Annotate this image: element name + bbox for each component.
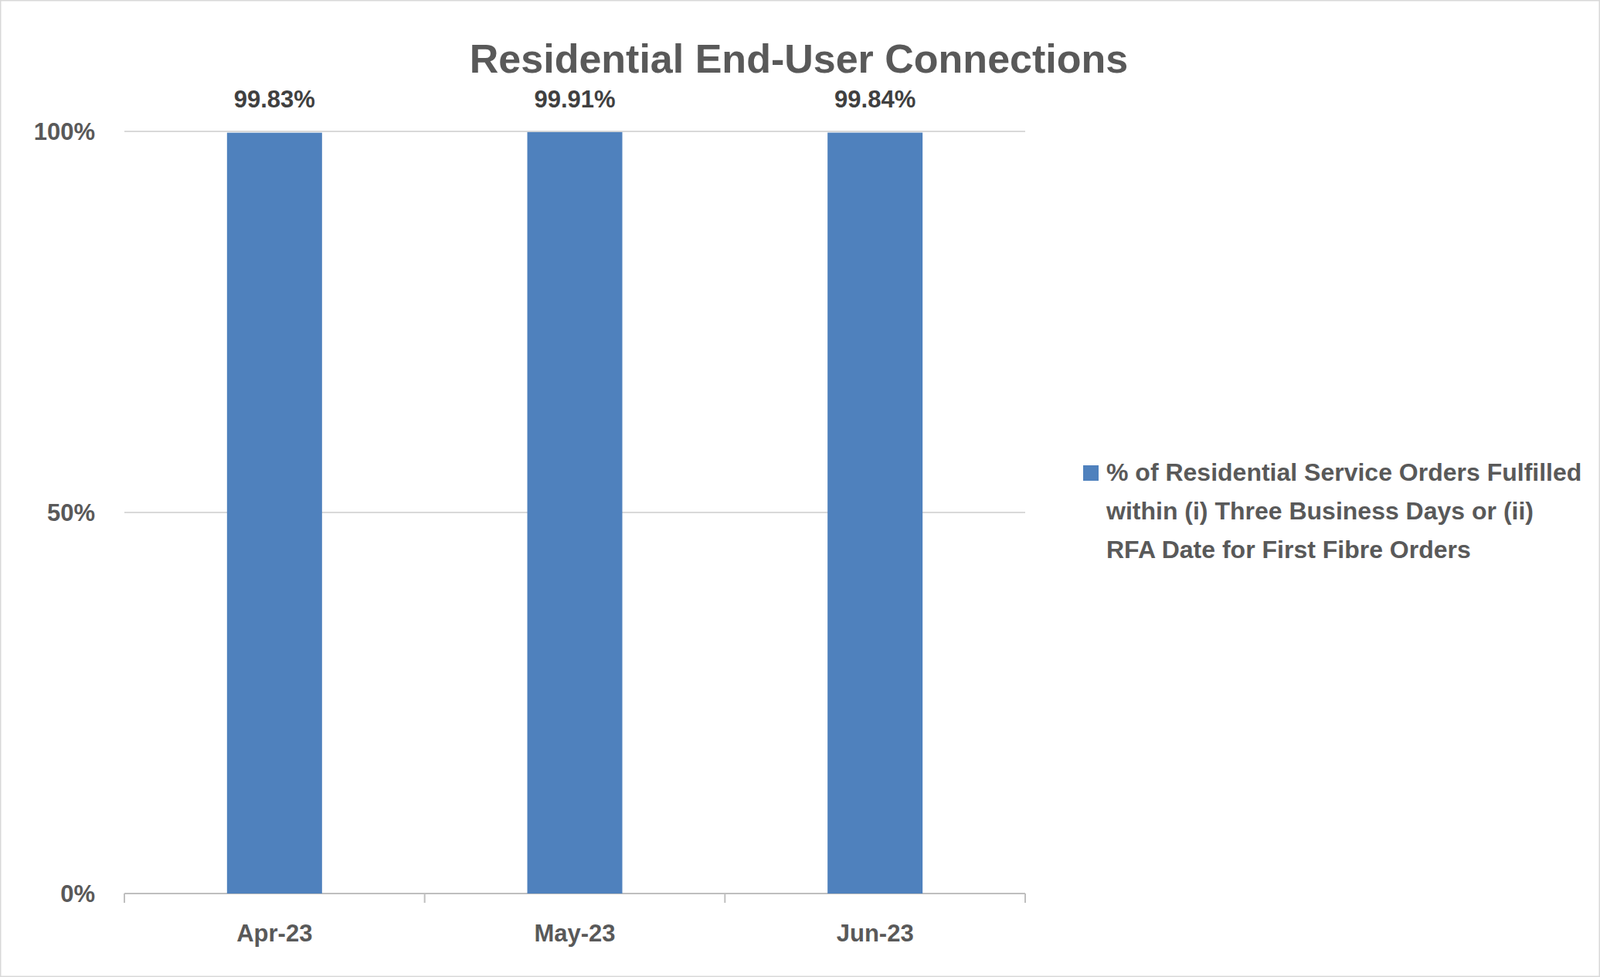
y-tick-label: 50%: [47, 499, 96, 527]
data-labels: 99.83% 99.91% 99.84%: [234, 85, 916, 113]
x-tick: [123, 893, 126, 903]
x-tick-label: Apr-23: [236, 919, 313, 947]
bars: [227, 132, 923, 894]
data-label: 99.91%: [533, 85, 615, 113]
chart-border: [0, 0, 1600, 977]
x-tick: [424, 893, 426, 903]
y-axis: 0% 50% 100%: [33, 118, 1026, 908]
bar: [827, 132, 923, 894]
legend-label: % of Residential Service Orders Fulfille…: [1105, 458, 1582, 564]
y-range-line: [124, 131, 126, 894]
x-tick-label: Jun-23: [836, 919, 914, 947]
x-tick: [723, 893, 726, 903]
chart-svg: Residential End-User Connections 0% 50% 100…: [0, 0, 1600, 977]
y-tick-label: 0%: [60, 879, 96, 908]
legend-swatch: [1083, 465, 1099, 481]
bar: [527, 132, 623, 894]
grid-line: [124, 130, 1026, 133]
legend: % of Residential Service Orders Fulfille…: [1083, 458, 1582, 564]
data-label: 99.84%: [834, 85, 916, 113]
y-tick-label: 100%: [33, 118, 96, 146]
chart-title: Residential End-User Connections: [469, 36, 1128, 82]
data-label: 99.83%: [234, 85, 316, 113]
x-tick-label: May-23: [533, 919, 615, 947]
bar: [227, 132, 323, 894]
x-tick: [1024, 893, 1026, 903]
chart-container: Residential End-User Connections 0% 50% 100…: [0, 0, 1600, 977]
